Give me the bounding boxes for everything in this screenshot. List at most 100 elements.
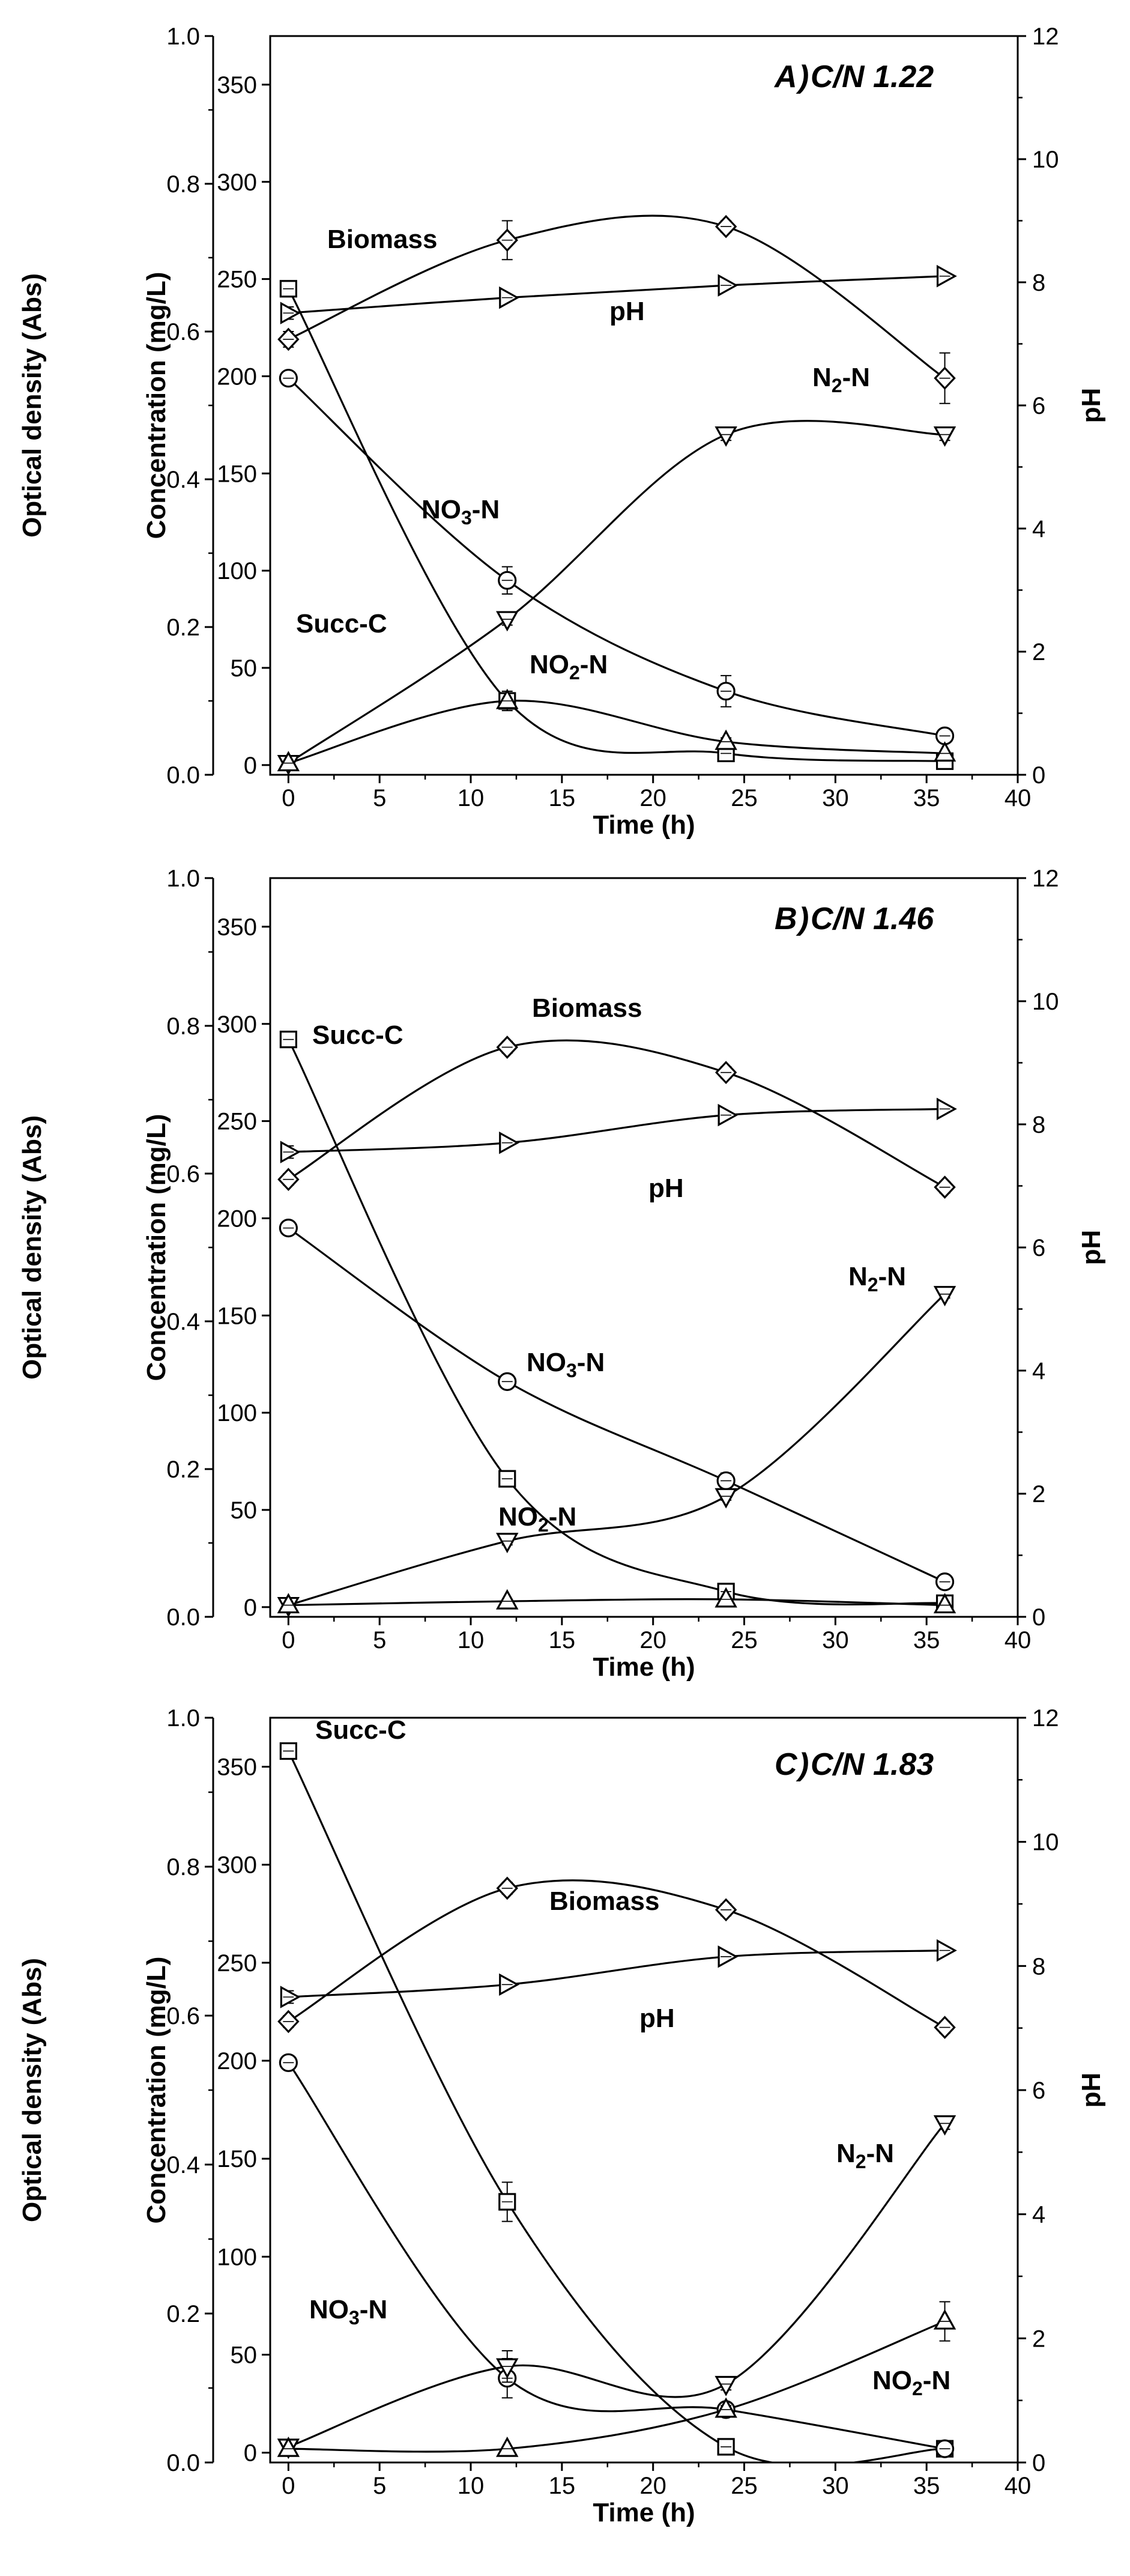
series-label-n2-n: N2-N	[812, 363, 870, 396]
outer-y-tick-label: 0.2	[166, 1456, 200, 1483]
x-tick-label: 40	[1005, 785, 1032, 811]
panel-letter: C	[775, 1747, 798, 1782]
series-label-no2-n: NO2-N	[530, 650, 608, 683]
y-tick-label: 0	[244, 753, 257, 779]
right-y-tick-label: 12	[1032, 1705, 1059, 1732]
y-tick-label: 200	[217, 363, 257, 390]
series-curves	[287, 214, 946, 765]
data-point-n2-n	[496, 1533, 519, 1554]
data-point-n2-n	[715, 2375, 737, 2396]
y-tick-label: 150	[217, 2146, 257, 2172]
x-tick-label: 15	[549, 1627, 576, 1653]
data-point-n2-n	[715, 1488, 737, 1509]
right-y-tick-label: 0	[1032, 1604, 1045, 1631]
y-axis-title: Concentration (mg/L)	[142, 1957, 171, 2224]
right-y-tick-label: 2	[1032, 639, 1045, 665]
series-line-no3-n	[288, 1227, 946, 1583]
x-tick-label: 30	[822, 1627, 849, 1653]
right-y-tick-label: 8	[1032, 1112, 1045, 1138]
series-label-n2-n: N2-N	[848, 1262, 906, 1296]
series-line-no3-n	[288, 377, 945, 737]
outer-y-axis-title: Optical density (Abs)	[17, 1958, 47, 2222]
outer-y-tick-label: 0.6	[166, 319, 200, 345]
series-line-no2-n	[288, 1598, 945, 1607]
data-point-no2-n	[496, 688, 519, 709]
data-point-no2-n	[496, 2436, 519, 2457]
x-tick-label: 15	[549, 785, 576, 811]
y-tick-label: 150	[217, 461, 257, 487]
series-label-ph: pH	[609, 297, 645, 326]
data-point-no2-n	[933, 741, 956, 762]
right-y-tick-label: 6	[1032, 393, 1045, 419]
series-no3-n-points	[279, 369, 955, 745]
series-label-succ-c: Succ-C	[296, 609, 387, 638]
series-no3-n-points	[279, 2053, 955, 2458]
series-line-no2-n	[288, 699, 945, 765]
panel-b: 0.0 0.2 0.4 0.6 0.8 1.0 Optical density (Abs) 0…	[17, 865, 1106, 1682]
outer-y-tick-label: 1.0	[166, 1705, 200, 1732]
y-tick-label: 0	[244, 2440, 257, 2467]
x-tick-label: 10	[458, 1627, 485, 1653]
series-label-n2-n: N2-N	[836, 2139, 894, 2172]
series-no2-n-points	[277, 688, 956, 772]
series-label-no2-n: NO2-N	[498, 1502, 576, 1536]
y-tick-label: 250	[217, 267, 257, 293]
y-tick-label: 350	[217, 72, 257, 98]
panel-title: C/N 1.46	[811, 902, 934, 936]
series-label-succ-c: Succ-C	[312, 1020, 403, 1050]
x-tick-label: 30	[822, 785, 849, 811]
plot-frame	[269, 35, 1019, 776]
right-y-tick-label: 4	[1032, 516, 1045, 542]
data-point-n2-n	[496, 2358, 519, 2379]
series-line-succ-c	[287, 1750, 945, 2462]
series-line-succ-c	[287, 288, 945, 762]
x-tick-label: 15	[549, 2473, 576, 2499]
x-tick-label: 10	[458, 785, 485, 811]
right-y-tick-label: 10	[1032, 147, 1059, 173]
x-axis-title: Time (h)	[593, 2498, 695, 2527]
outer-y-tick-label: 0.8	[166, 171, 200, 198]
outer-y-tick-label: 0.8	[166, 1013, 200, 1040]
right-y-tick-label: 6	[1032, 1235, 1045, 1261]
y-tick-label: 50	[231, 2342, 258, 2369]
outer-y-tick-label: 0.6	[166, 2003, 200, 2029]
x-tick-label: 0	[282, 1627, 295, 1653]
outer-y-tick-label: 0.2	[166, 614, 200, 641]
panel-letter-paren: )	[796, 59, 809, 94]
right-y-tick-label: 4	[1032, 2202, 1045, 2228]
y-tick-label: 100	[217, 2244, 257, 2270]
x-tick-label: 40	[1005, 2473, 1032, 2499]
right-y-tick-label: 0	[1032, 2450, 1045, 2476]
panel-letter: A	[773, 59, 797, 94]
y-tick-label: 150	[217, 1303, 257, 1329]
x-tick-label: 20	[639, 1627, 666, 1653]
outer-y-tick-label: 0.2	[166, 2301, 200, 2327]
outer-y-tick-label: 0.0	[166, 762, 200, 789]
series-no3-n-points	[279, 1219, 955, 1592]
series-label-no3-n: NO3-N	[527, 1348, 605, 1381]
y-tick-label: 350	[217, 914, 257, 941]
series-ph-points	[280, 1939, 957, 2008]
x-tick-label: 10	[458, 2473, 485, 2499]
series-label-biomass: Biomass	[549, 1887, 659, 1916]
x-axis-title: Time (h)	[593, 810, 695, 840]
series-label-no2-n: NO2-N	[872, 2366, 950, 2399]
panel-title: C/N 1.22	[811, 59, 934, 94]
y-tick-label: 50	[231, 655, 258, 682]
right-y-tick-label: 0	[1032, 762, 1045, 789]
outer-y-tick-label: 0.4	[166, 1309, 200, 1335]
series-n2-n-points	[277, 1286, 956, 1617]
series-label-succ-c: Succ-C	[315, 1715, 406, 1745]
data-point-n2-n	[933, 1286, 956, 1306]
right-y-tick-label: 10	[1032, 989, 1059, 1015]
data-point-no2-n	[715, 1587, 737, 1608]
y-tick-label: 100	[217, 558, 257, 584]
data-point-n2-n	[933, 2115, 956, 2136]
y-axis-title: Concentration (mg/L)	[142, 1114, 171, 1381]
outer-y-tick-label: 0.0	[166, 1604, 200, 1631]
outer-y-tick-label: 0.8	[166, 1854, 200, 1880]
x-tick-label: 40	[1005, 1627, 1032, 1653]
x-tick-label: 0	[282, 785, 295, 811]
right-y-tick-label: 8	[1032, 1953, 1045, 1980]
series-succ-c-points	[279, 280, 954, 770]
